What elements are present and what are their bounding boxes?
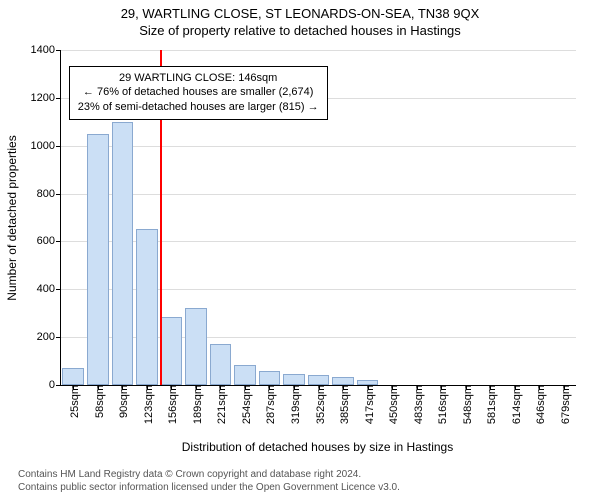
histogram-bar (234, 365, 256, 385)
y-tick-label: 1000 (31, 140, 61, 152)
x-tick-label: 450sqm (384, 385, 400, 424)
gridline (61, 146, 576, 147)
y-tick-label: 600 (37, 235, 61, 247)
y-tick-label: 800 (37, 188, 61, 200)
x-tick-label: 254sqm (237, 385, 253, 424)
x-tick-label: 483sqm (409, 385, 425, 424)
x-tick-label: 614sqm (507, 385, 523, 424)
y-axis-label: Number of detached properties (5, 135, 19, 300)
x-tick-label: 189sqm (188, 385, 204, 424)
x-tick-label: 516sqm (433, 385, 449, 424)
x-tick-label: 156sqm (163, 385, 179, 424)
footer-note: Contains HM Land Registry data © Crown c… (18, 468, 400, 494)
histogram-bar (283, 374, 305, 385)
x-tick-label: 417sqm (360, 385, 376, 424)
y-tick-label: 200 (37, 331, 61, 343)
y-tick-label: 400 (37, 283, 61, 295)
x-tick-label: 319sqm (286, 385, 302, 424)
y-tick-label: 1400 (31, 44, 61, 56)
gridline (61, 50, 576, 51)
gridline (61, 194, 576, 195)
annotation-line-1: 29 WARTLING CLOSE: 146sqm (78, 71, 319, 86)
histogram-bar (308, 375, 330, 385)
histogram-chart: 29, WARTLING CLOSE, ST LEONARDS-ON-SEA, … (0, 0, 600, 500)
footer-line-2: Contains public sector information licen… (18, 481, 400, 494)
x-tick-label: 646sqm (531, 385, 547, 424)
x-axis-label: Distribution of detached houses by size … (60, 440, 575, 454)
x-tick-label: 548sqm (458, 385, 474, 424)
y-tick-label: 1200 (31, 92, 61, 104)
footer-line-1: Contains HM Land Registry data © Crown c… (18, 468, 400, 481)
x-tick-label: 221sqm (212, 385, 228, 424)
annotation-line-3: 23% of semi-detached houses are larger (… (78, 100, 319, 115)
x-tick-label: 287sqm (261, 385, 277, 424)
x-tick-label: 385sqm (335, 385, 351, 424)
histogram-bar (161, 317, 183, 385)
x-tick-label: 90sqm (114, 385, 130, 418)
x-tick-label: 25sqm (65, 385, 81, 418)
histogram-bar (210, 344, 232, 385)
x-tick-label: 58sqm (90, 385, 106, 418)
x-tick-label: 352sqm (311, 385, 327, 424)
histogram-bar (185, 308, 207, 385)
x-tick-label: 679sqm (556, 385, 572, 424)
title-line-2: Size of property relative to detached ho… (0, 23, 600, 40)
histogram-bar (136, 229, 158, 385)
histogram-bar (62, 368, 84, 385)
title-line-1: 29, WARTLING CLOSE, ST LEONARDS-ON-SEA, … (0, 6, 600, 23)
x-tick-label: 581sqm (482, 385, 498, 424)
annotation-box: 29 WARTLING CLOSE: 146sqm← 76% of detach… (69, 66, 328, 121)
chart-title: 29, WARTLING CLOSE, ST LEONARDS-ON-SEA, … (0, 0, 600, 40)
annotation-line-2: ← 76% of detached houses are smaller (2,… (78, 85, 319, 100)
y-tick-label: 0 (49, 379, 61, 391)
plot-area: 020040060080010001200140025sqm58sqm90sqm… (60, 50, 576, 386)
histogram-bar (112, 122, 134, 385)
x-tick-label: 123sqm (139, 385, 155, 424)
histogram-bar (332, 377, 354, 385)
histogram-bar (87, 134, 109, 385)
histogram-bar (259, 371, 281, 385)
